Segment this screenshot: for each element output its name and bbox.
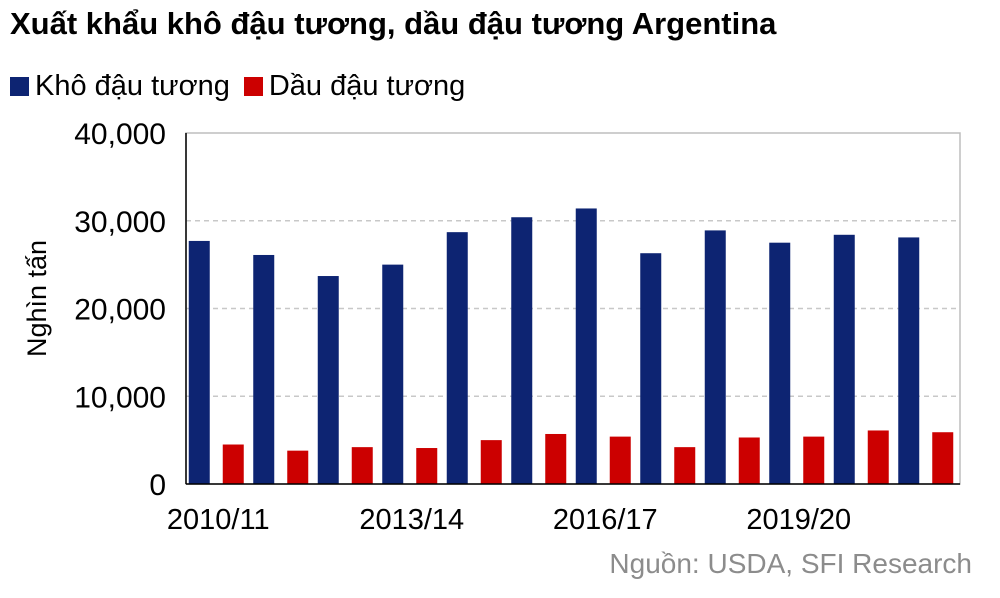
y-tick-label: 40,000 bbox=[74, 118, 166, 151]
bar-soyoil-2021-22 bbox=[932, 432, 954, 484]
y-tick-label: 30,000 bbox=[74, 206, 166, 239]
bar-soyoil-2017-18 bbox=[674, 447, 696, 484]
bar-soyoil-2014-15 bbox=[480, 440, 502, 484]
legend-swatch-soyoil bbox=[243, 76, 263, 96]
x-tick-label: 2013/14 bbox=[359, 504, 464, 536]
y-tick-label: 0 bbox=[149, 469, 166, 502]
bar-soymeal-2020-21 bbox=[833, 234, 855, 484]
x-tick-label: 2010/11 bbox=[167, 504, 270, 536]
bar-soyoil-2015-16 bbox=[545, 433, 567, 484]
bar-soyoil-2013-14 bbox=[416, 448, 438, 484]
bar-soyoil-2011-12 bbox=[287, 450, 309, 484]
chart-title: Xuất khẩu khô đậu tương, dầu đậu tương A… bbox=[10, 6, 777, 41]
bar-soyoil-2018-19 bbox=[738, 437, 760, 484]
bar-soymeal-2015-16 bbox=[511, 217, 533, 485]
bar-soymeal-2011-12 bbox=[253, 254, 275, 484]
bar-soymeal-2012-13 bbox=[317, 276, 339, 484]
y-tick-label: 10,000 bbox=[74, 381, 166, 414]
bar-soyoil-2019-20 bbox=[803, 436, 825, 484]
bar-soyoil-2012-13 bbox=[351, 447, 373, 484]
bar-soymeal-2013-14 bbox=[382, 264, 404, 484]
bar-soymeal-2019-20 bbox=[769, 242, 791, 484]
y-tick-label: 20,000 bbox=[74, 294, 166, 327]
bar-soyoil-2020-21 bbox=[867, 430, 889, 484]
bar-soymeal-2016-17 bbox=[575, 208, 597, 484]
bar-soymeal-2010-11 bbox=[188, 240, 210, 484]
bar-soyoil-2016-17 bbox=[609, 436, 631, 484]
bar-soyoil-2010-11 bbox=[222, 444, 244, 484]
source-note: Nguồn: USDA, SFI Research bbox=[609, 548, 972, 579]
legend-label-soymeal: Khô đậu tương bbox=[35, 69, 230, 102]
legend-item-soyoil: Dầu đậu tương bbox=[243, 69, 466, 103]
x-tick-label: 2016/17 bbox=[553, 504, 658, 536]
bar-soymeal-2021-22 bbox=[898, 237, 920, 484]
x-tick-label: 2019/20 bbox=[746, 504, 851, 536]
bar-soymeal-2014-15 bbox=[446, 232, 468, 484]
y-axis-label: Nghìn tấn bbox=[22, 240, 52, 357]
legend-item-soymeal: Khô đậu tương bbox=[10, 70, 230, 103]
legend-swatch-soymeal bbox=[10, 76, 29, 96]
bar-soymeal-2018-19 bbox=[704, 230, 726, 484]
legend: Khô đậu tương Dầu đậu tương bbox=[10, 68, 479, 104]
bar-soymeal-2017-18 bbox=[640, 253, 662, 484]
legend-label-soyoil: Dầu đậu tương bbox=[268, 69, 466, 102]
